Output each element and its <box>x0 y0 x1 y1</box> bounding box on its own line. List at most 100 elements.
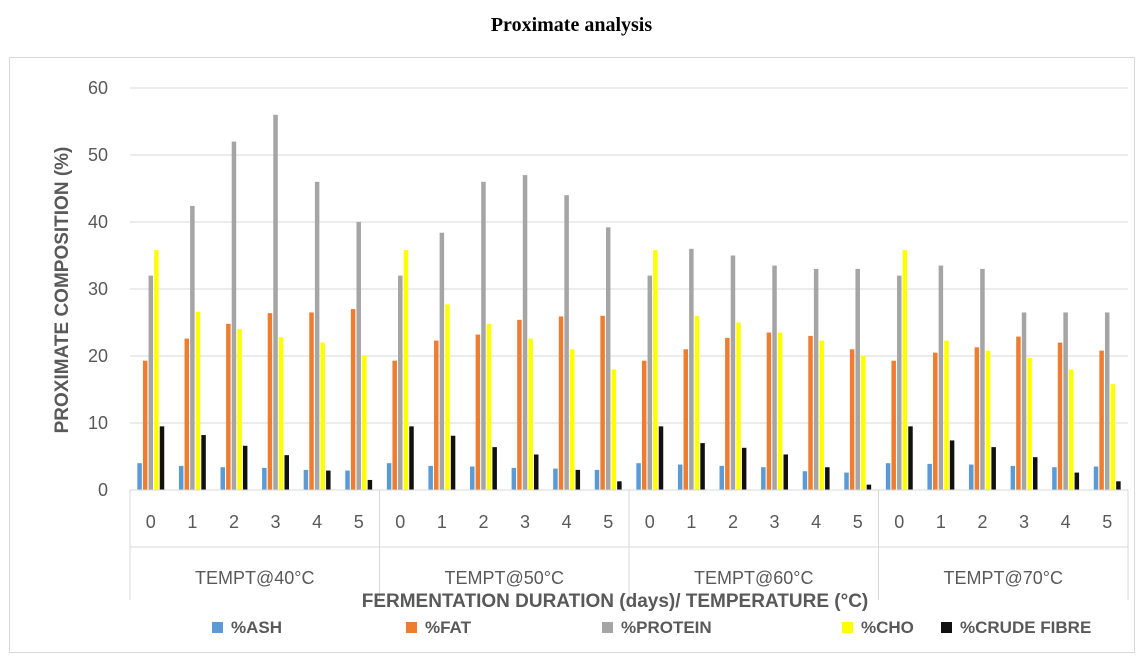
bar-fat <box>184 338 190 490</box>
y-tick-label: 0 <box>98 480 108 500</box>
bar-crude-fibre <box>159 426 165 490</box>
bar-fat <box>350 309 356 490</box>
bar-fat <box>600 315 605 490</box>
bar-cho <box>611 369 617 490</box>
bar-crude-fibre <box>450 435 456 490</box>
y-tick-label: 50 <box>88 145 108 165</box>
bar-cho <box>528 338 533 490</box>
bar-crude-fibre <box>783 454 788 490</box>
bar-crude-fibre <box>700 443 705 490</box>
bar-fat <box>309 312 314 490</box>
bar-fat <box>808 335 813 490</box>
bar-fat <box>142 360 148 490</box>
legend: %ASH %FAT %PROTEIN %CHO %CRUDE FIBRE <box>212 618 1091 637</box>
x-tick-label: 2 <box>478 512 488 532</box>
bar-ash <box>969 464 974 490</box>
bar-ash <box>927 463 932 490</box>
y-tick-label: 20 <box>88 346 108 366</box>
bar-protein <box>980 268 985 490</box>
bar-fat <box>725 337 730 490</box>
bar-fat <box>434 340 439 490</box>
bar-crude-fibre <box>617 481 622 490</box>
bar-ash <box>303 469 309 490</box>
legend-swatch <box>842 622 853 633</box>
legend-label: %CHO <box>861 618 914 637</box>
bar-cho <box>154 250 159 490</box>
x-tick-label: 5 <box>1102 512 1112 532</box>
y-axis-title: PROXIMATE COMPOSITION (%) <box>52 147 73 434</box>
group-label: TEMPT@50°C <box>445 568 565 588</box>
bar-cho <box>694 315 700 490</box>
bar-crude-fibre <box>949 440 955 490</box>
bar-protein <box>356 222 361 490</box>
legend-swatch <box>941 622 952 633</box>
bar-protein <box>481 181 486 491</box>
bar-crude-fibre <box>1116 481 1121 490</box>
bar-ash <box>677 464 683 490</box>
x-tick-label: 2 <box>229 512 239 532</box>
bar-fat <box>933 352 938 490</box>
y-tick-label: 60 <box>88 78 108 98</box>
bar-fat <box>1016 336 1021 490</box>
x-tick-label: 2 <box>728 512 738 532</box>
bar-ash <box>511 467 517 490</box>
bar-crude-fibre <box>1032 457 1038 490</box>
bar-fat <box>517 319 522 490</box>
x-tick-label: 1 <box>686 512 696 532</box>
bar-ash <box>386 463 392 490</box>
bars <box>137 114 1121 491</box>
bar-fat <box>683 349 689 490</box>
bar-cho <box>861 356 866 490</box>
bar-protein <box>439 232 445 490</box>
bar-ash <box>761 467 766 490</box>
y-axis-ticks: 0 10 20 30 40 50 60 <box>88 78 108 500</box>
x-tick-label: 5 <box>853 512 863 532</box>
bar-cho <box>1068 369 1074 490</box>
page-title: Proximate analysis <box>490 14 653 36</box>
bar-crude-fibre <box>201 435 206 490</box>
bar-cho <box>486 323 492 490</box>
bar-ash <box>719 465 725 490</box>
bar-crude-fibre <box>825 467 830 490</box>
x-tick-label: 3 <box>520 512 530 532</box>
bar-cho <box>403 250 409 490</box>
group-label: TEMPT@40°C <box>195 568 315 588</box>
bar-protein <box>605 227 611 491</box>
bar-crude-fibre <box>741 447 747 490</box>
legend-swatch <box>406 622 417 633</box>
bar-fat <box>974 347 980 490</box>
legend-label: %PROTEIN <box>621 618 712 637</box>
legend-label: %ASH <box>231 618 282 637</box>
bar-crude-fibre <box>908 426 913 490</box>
legend-label: %CRUDE FIBRE <box>960 618 1091 637</box>
x-axis: 0 1 2 3 4 5 0 1 2 3 4 5 0 1 2 3 4 5 0 1 2 3 4 5 TEMPT@40°C TEMPT@… <box>129 489 1129 600</box>
bar-fat <box>766 332 772 490</box>
bar-protein <box>813 268 819 490</box>
bar-protein <box>190 205 195 491</box>
legend-swatch <box>212 622 223 633</box>
group-label: TEMPT@60°C <box>694 568 814 588</box>
bar-cho <box>1027 358 1032 490</box>
bar-crude-fibre <box>409 426 414 490</box>
bar-ash <box>553 468 558 490</box>
bar-cho <box>653 250 658 490</box>
bar-ash <box>844 472 849 490</box>
bar-fat <box>558 316 564 490</box>
bar-crude-fibre <box>284 455 289 490</box>
x-tick-label: 3 <box>271 512 281 532</box>
x-tick-label: 4 <box>562 512 572 532</box>
bar-ash <box>262 467 267 490</box>
bar-protein <box>647 275 653 490</box>
x-axis-title: FERMENTATION DURATION (days)/ TEMPERATUR… <box>362 591 869 612</box>
x-tick-label: 1 <box>187 512 197 532</box>
x-tick-label: 0 <box>645 512 655 532</box>
bar-protein <box>1063 312 1068 490</box>
x-tick-label: 4 <box>811 512 821 532</box>
bar-protein <box>730 255 736 490</box>
bar-fat <box>1057 342 1063 490</box>
bar-crude-fibre <box>658 426 664 490</box>
x-tick-label: 5 <box>603 512 613 532</box>
bar-fat <box>849 349 855 490</box>
bar-fat <box>641 360 647 490</box>
bar-protein <box>231 141 237 490</box>
